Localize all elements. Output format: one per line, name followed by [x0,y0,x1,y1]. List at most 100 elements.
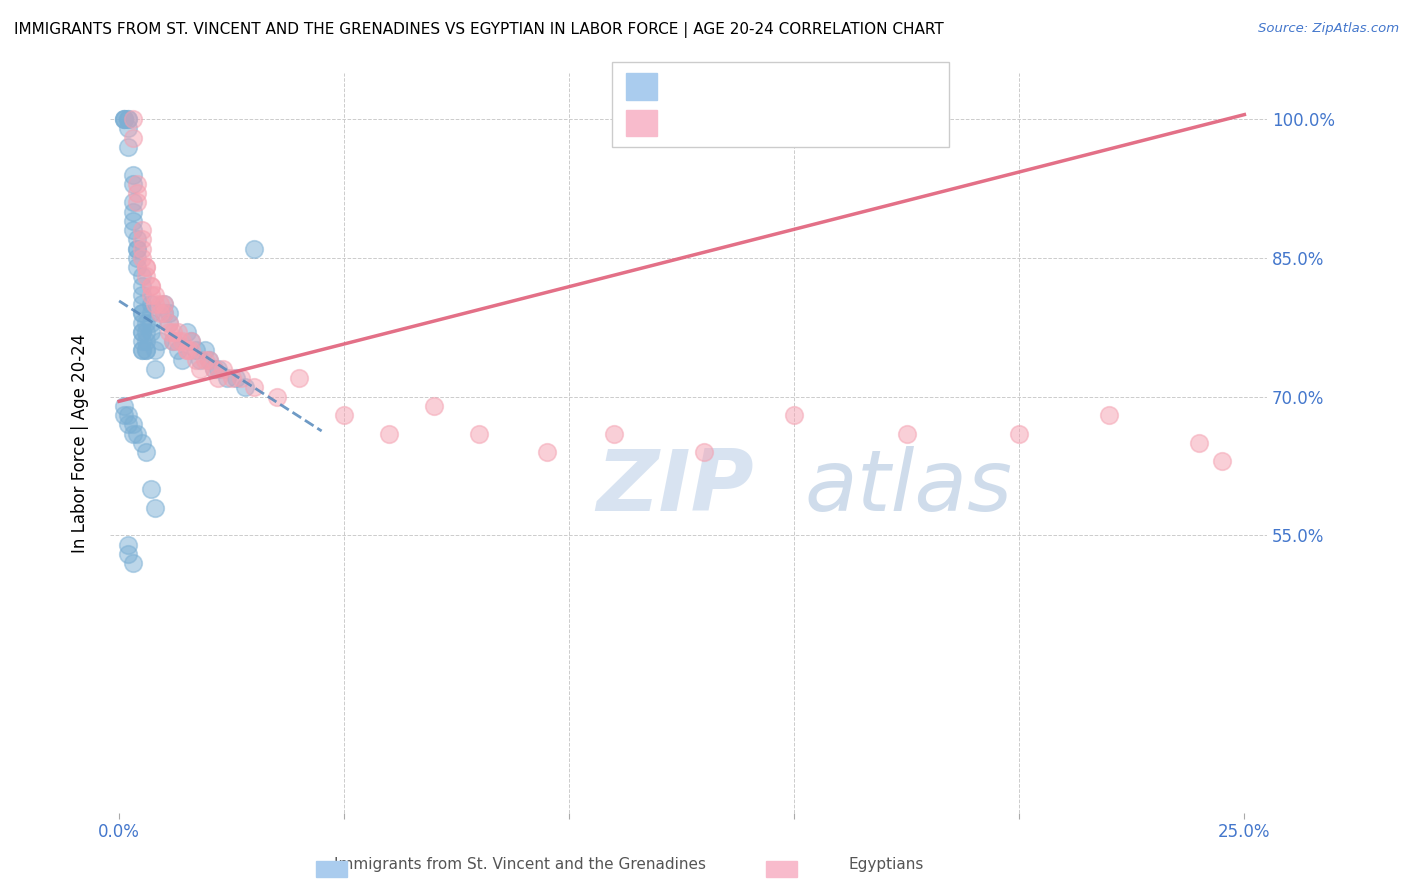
Point [135,325,157,339]
Point [125,242,148,256]
Point [194,352,217,367]
Point [135,445,157,459]
Point [117,112,139,127]
Point [153,306,176,320]
Point [117,547,139,561]
Point [139,278,162,293]
Point [378,426,401,441]
Text: IMMIGRANTS FROM ST. VINCENT AND THE GRENADINES VS EGYPTIAN IN LABOR FORCE | AGE : IMMIGRANTS FROM ST. VINCENT AND THE GREN… [14,22,943,38]
Point [153,297,176,311]
Point [166,334,188,349]
Point [125,232,148,246]
Point [143,343,166,358]
Point [131,278,153,293]
Point [131,325,153,339]
Point [135,260,157,275]
Text: R = 0.467    N = 57: R = 0.467 N = 57 [668,109,844,127]
Point [184,352,207,367]
Point [172,352,194,367]
Point [125,426,148,441]
Point [121,204,143,219]
Point [112,408,135,422]
Point [143,288,166,302]
Point [121,223,143,237]
Point [153,297,176,311]
Point [117,112,139,127]
Point [184,343,207,358]
Point [121,214,143,228]
Point [117,417,139,432]
Point [135,269,157,284]
Point [125,242,148,256]
Point [139,325,162,339]
Point [1008,426,1031,441]
Point [176,325,198,339]
Point [117,121,139,136]
Point [233,380,256,394]
Point [131,242,153,256]
Point [225,371,247,385]
Point [131,306,153,320]
Point [188,362,211,376]
Point [243,380,266,394]
Point [117,538,139,552]
Point [121,556,143,570]
Point [149,297,172,311]
Point [121,177,143,191]
Point [121,130,143,145]
Point [194,343,217,358]
Text: Egyptians: Egyptians [848,857,924,872]
Point [162,334,184,349]
Point [139,316,162,330]
Point [333,408,356,422]
Point [1098,408,1121,422]
Point [157,316,180,330]
Point [131,297,153,311]
Point [198,352,221,367]
Point [176,343,198,358]
Point [131,316,153,330]
Text: ZIP: ZIP [596,446,754,529]
Point [131,325,153,339]
Point [131,334,153,349]
Point [135,343,157,358]
Point [149,306,172,320]
Point [166,343,188,358]
Point [135,343,157,358]
Point [180,334,202,349]
Point [139,278,162,293]
Point [229,371,252,385]
Point [121,112,143,127]
Point [131,343,153,358]
Point [217,371,239,385]
Point [131,343,153,358]
Point [121,426,143,441]
Point [135,334,157,349]
Point [112,112,135,127]
Point [1211,454,1233,468]
Point [243,242,266,256]
Point [121,417,143,432]
Point [166,325,188,339]
Point [125,186,148,201]
Point [202,362,225,376]
Point [121,168,143,182]
Point [198,352,221,367]
Point [188,352,211,367]
Text: Immigrants from St. Vincent and the Grenadines: Immigrants from St. Vincent and the Gren… [335,857,706,872]
Point [143,362,166,376]
Point [139,297,162,311]
Point [125,260,148,275]
Point [783,408,806,422]
Text: atlas: atlas [804,446,1012,529]
Point [131,269,153,284]
Point [131,251,153,265]
Point [131,306,153,320]
Point [157,316,180,330]
Point [117,408,139,422]
Point [288,371,311,385]
Y-axis label: In Labor Force | Age 20-24: In Labor Force | Age 20-24 [72,334,89,552]
Point [131,288,153,302]
Point [139,288,162,302]
Point [423,399,446,413]
